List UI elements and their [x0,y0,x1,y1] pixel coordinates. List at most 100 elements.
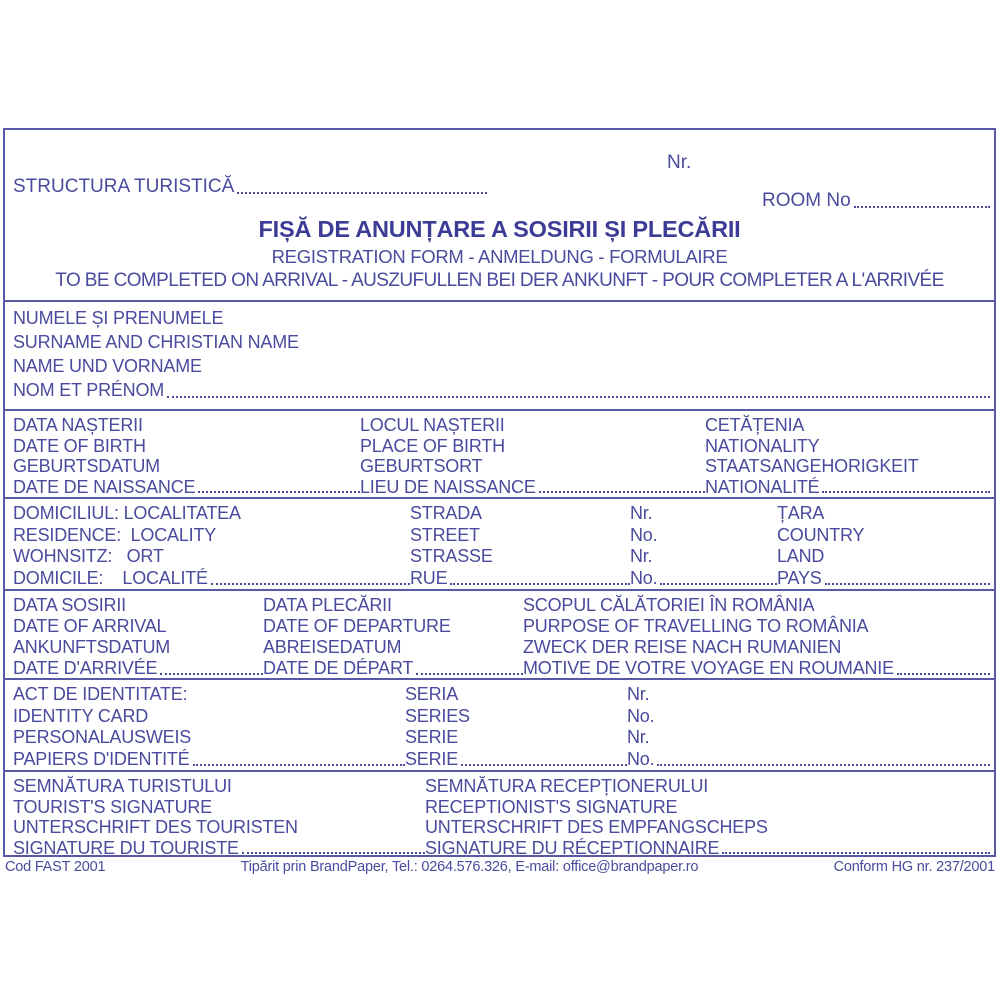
birth-place-fr: LIEU DE NAISSANCE [360,476,536,497]
departure-date-cell: DATA PLECĂRII DATE OF DEPARTURE ABREISED… [263,595,523,678]
residence-number-ro: Nr. [630,503,653,523]
footer-legal-reference: Conform HG nr. 237/2001 [833,859,996,875]
travel-purpose-fill-line [896,658,990,675]
name-fill-line [167,378,990,398]
birth-date-cell: DATA NAȘTERII DATE OF BIRTH GEBURTSDATUM… [13,415,360,497]
residence-number-fill-line [660,568,777,585]
arrival-date-de: ANKUNFTSDATUM [13,637,171,657]
arrival-date-fill-line [160,658,263,675]
residence-locality-field: DOMICILE: LOCALITÉ [13,568,410,590]
residence-number-de: Nr. [630,546,653,566]
travel-purpose-fr: MOTIVE DE VOTRE VOYAGE EN ROUMANIE [523,658,894,678]
birth-place-de: GEBURTSORT [360,456,483,476]
residence-country-de: LAND [777,546,825,566]
residence-country-en: COUNTRY [777,524,865,545]
receptionist-signature-cell: SEMNĂTURA RECEPȚIONERULUI RECEPTIONIST'S… [425,776,990,857]
tourist-signature-ro: SEMNĂTURA TURISTULUI [13,776,232,796]
travel-purpose-en: PURPOSE OF TRAVELLING TO ROMÂNIA [523,616,869,636]
arrival-date-field: DATE D'ARRIVÉE [13,658,263,678]
birth-date-de: GEBURTSDATUM [13,456,160,476]
tourist-structure-label: STRUCTURA TURISTICĂ [13,176,235,197]
travel-purpose-ro: SCOPUL CĂLĂTORIEI ÎN ROMÂNIA [523,595,815,615]
birth-place-fill-line [538,477,705,493]
name-label-fr: NOM ET PRÉNOM [13,380,165,400]
residence-locality-en: RESIDENCE: LOCALITY [13,524,217,545]
residence-street-en: STREET [410,524,480,545]
residence-country-fill-line [824,568,990,585]
identity-number-fr: No. [627,748,655,769]
tourist-signature-fr: SIGNATURE DU TOURISTE [13,837,239,858]
arrival-date-en: DATE OF ARRIVAL [13,616,167,636]
footer-printer-info: Tipărit prin BrandPaper, Tel.: 0264.576.… [240,859,699,875]
receptionist-signature-fill-line [722,838,990,854]
form-footer: Cod FAST 2001 Tipărit prin BrandPaper, T… [3,859,996,875]
citizenship-field: NATIONALITÉ [705,477,990,498]
identity-number-ro: Nr. [627,684,650,704]
residence-street-de: STRASSE [410,546,493,566]
citizenship-en: NATIONALITY [705,435,820,456]
receptionist-signature-de: UNTERSCHRIFT DES EMPFANGSCHEPS [425,817,768,837]
arrival-date-fr: DATE D'ARRIVÉE [13,658,158,678]
tourist-structure-field: STRUCTURA TURISTICĂ [13,176,487,198]
residence-country-field: PAYS [777,568,990,590]
departure-date-en: DATE OF DEPARTURE [263,616,451,636]
tourist-structure-fill-line [237,176,487,194]
birth-place-ro: LOCUL NAȘTERII [360,415,505,435]
identity-document-fr: PAPIERS D'IDENTITÉ [13,748,190,769]
residence-locality-fr: DOMICILE: LOCALITÉ [13,567,208,588]
identity-number-cell: Nr. No. Nr. No. [627,684,990,770]
departure-date-field: DATE DE DÉPART [263,658,523,678]
departure-date-fr: DATE DE DÉPART [263,658,414,678]
citizenship-cell: CETĂȚENIA NATIONALITY STAATSANGEHORIGKEI… [705,415,990,497]
identity-document-cell: ACT DE IDENTITATE: IDENTITY CARD PERSONA… [13,684,405,770]
identity-document-en: IDENTITY CARD [13,705,149,726]
receptionist-signature-field: SIGNATURE DU RÉCEPTIONNAIRE [425,837,990,858]
room-number-label: ROOM No [762,190,851,211]
form-number-label: Nr. [667,152,692,173]
name-label-de: NAME UND VORNAME [13,356,202,376]
departure-date-ro: DATA PLECĂRII [263,595,392,615]
travel-purpose-field: MOTIVE DE VOTRE VOYAGE EN ROUMANIE [523,658,990,678]
tourist-signature-cell: SEMNĂTURA TURISTULUI TOURIST'S SIGNATURE… [13,776,425,857]
residence-locality-cell: DOMICILIUL: LOCALITATEA RESIDENCE: LOCAL… [13,503,410,589]
form-header: Nr. STRUCTURA TURISTICĂ ROOM No FIȘĂ DE … [5,130,994,300]
receptionist-signature-en: RECEPTIONIST'S SIGNATURE [425,796,678,817]
identity-series-cell: SERIA SERIES SERIE SERIE [405,684,627,770]
identity-series-fill-line [461,749,627,766]
tourist-signature-en: TOURIST'S SIGNATURE [13,796,212,817]
identity-series-field: SERIE [405,749,627,771]
residence-street-ro: STRADA [410,503,482,523]
residence-number-en: No. [630,524,658,545]
footer-code: Cod FAST 2001 [5,859,106,875]
section-identity: ACT DE IDENTITATE: IDENTITY CARD PERSONA… [5,678,994,770]
identity-document-fill-line [192,749,405,766]
section-birth: DATA NAȘTERII DATE OF BIRTH GEBURTSDATUM… [5,409,994,497]
form-title: FIȘĂ DE ANUNȚARE A SOSIRII ȘI PLECĂRII [258,216,741,242]
name-field: NOM ET PRÉNOM [13,378,990,402]
birth-date-fill-line [198,477,360,493]
birth-place-cell: LOCUL NAȘTERII PLACE OF BIRTH GEBURTSORT… [360,415,705,497]
residence-country-fr: PAYS [777,567,822,588]
birth-date-en: DATE OF BIRTH [13,435,146,456]
receptionist-signature-ro: SEMNĂTURA RECEPȚIONERULUI [425,776,709,796]
citizenship-ro: CETĂȚENIA [705,415,805,435]
identity-series-de: SERIE [405,727,459,747]
identity-series-fr: SERIE [405,748,459,769]
identity-document-de: PERSONALAUSWEIS [13,727,192,747]
form-instruction: TO BE COMPLETED ON ARRIVAL - AUSZUFULLEN… [55,270,944,291]
identity-document-field: PAPIERS D'IDENTITÉ [13,749,405,771]
birth-place-field: LIEU DE NAISSANCE [360,477,705,498]
tourist-signature-de: UNTERSCHRIFT DES TOURISTEN [13,817,298,837]
identity-series-ro: SERIA [405,684,459,704]
residence-street-fill-line [450,568,630,585]
travel-purpose-de: ZWECK DER REISE NACH RUMANIEN [523,637,842,657]
receptionist-signature-fr: SIGNATURE DU RÉCEPTIONNAIRE [425,837,720,858]
citizenship-fr: NATIONALITÉ [705,476,820,497]
residence-locality-ro: DOMICILIUL: LOCALITATEA [13,503,241,523]
residence-street-fr: RUE [410,567,448,588]
identity-number-en: No. [627,705,655,726]
identity-series-en: SERIES [405,705,470,726]
room-number-field: ROOM No [762,190,990,212]
birth-place-en: PLACE OF BIRTH [360,435,505,456]
